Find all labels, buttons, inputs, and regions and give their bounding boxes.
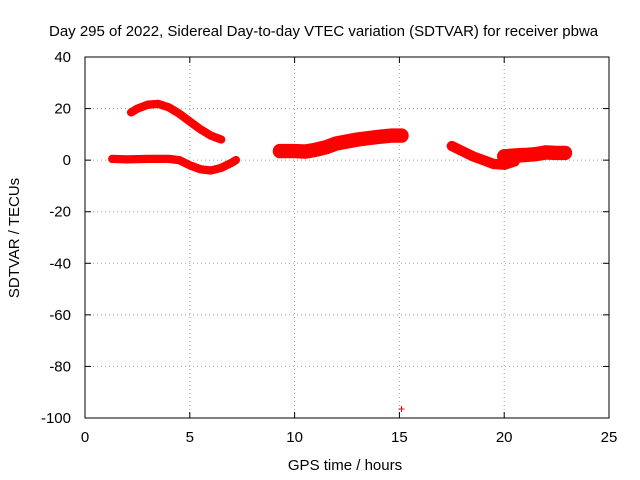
y-tick-label: -20: [49, 204, 71, 221]
y-tick-label: -80: [49, 358, 71, 375]
series-arc-3: [272, 128, 409, 159]
chart-title: Day 295 of 2022, Sidereal Day-to-day VTE…: [49, 23, 599, 40]
y-tick-label: -40: [49, 255, 71, 272]
series-arc-4: [446, 140, 520, 170]
y-tick-label: -100: [41, 410, 71, 427]
y-tick-label: 40: [54, 49, 71, 66]
series-arc-2: [126, 99, 226, 144]
x-tick-label: 5: [186, 429, 194, 446]
outlier-marker: [398, 405, 405, 412]
series-arc-1: [108, 154, 241, 175]
plot-frame: [84, 56, 610, 419]
y-axis-label: SDTVAR / TECUs: [6, 178, 23, 298]
x-tick-label: 25: [601, 429, 618, 446]
data-layer: [108, 99, 573, 412]
x-tick-label: 0: [81, 429, 89, 446]
x-tick-label: 15: [391, 429, 408, 446]
x-tick-label: 10: [286, 429, 303, 446]
x-axis-label: GPS time / hours: [288, 457, 402, 474]
series-arc-5: [497, 145, 573, 164]
y-tick-label: -60: [49, 307, 71, 324]
y-tick-label: 20: [54, 101, 71, 118]
x-tick-label: 20: [496, 429, 513, 446]
ticks-layer: 0 5 10 15 20 25 40 20 0 -20 -40 -60 -80 -100: [41, 49, 617, 446]
y-tick-label: 0: [63, 152, 71, 169]
